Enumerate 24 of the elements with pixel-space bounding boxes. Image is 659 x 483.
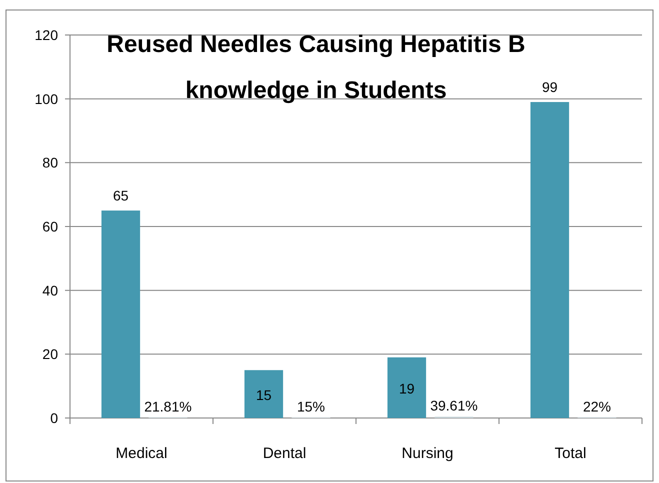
data-label: 19 [398,380,415,397]
bar [244,370,284,418]
x-tick-label: Dental [262,445,306,462]
x-tick-label: Nursing [402,445,454,462]
x-tick-label: Medical [116,445,168,462]
bar [387,357,426,418]
y-tick-label: 0 [50,410,58,426]
data-label: 21.81% [144,398,192,414]
y-tick-label: 80 [42,154,58,171]
data-label: 15% [296,398,325,415]
x-tick-label: Total [554,445,586,462]
y-tick-label: 60 [42,218,58,234]
data-label: 15 [256,387,272,404]
y-tick-label: 120 [34,27,58,43]
data-label: 22% [582,398,611,414]
bar [101,210,140,418]
bar [530,102,570,418]
data-label: 99 [542,79,558,96]
y-tick-label: 40 [42,282,58,298]
text: Reused Needles Causing Hepatitis B knowledge in Students [106,31,526,104]
data-label: 39.61% [430,398,478,414]
y-tick-label: 100 [34,90,58,107]
data-label: 65 [112,188,129,204]
y-tick-label: 20 [42,346,58,362]
